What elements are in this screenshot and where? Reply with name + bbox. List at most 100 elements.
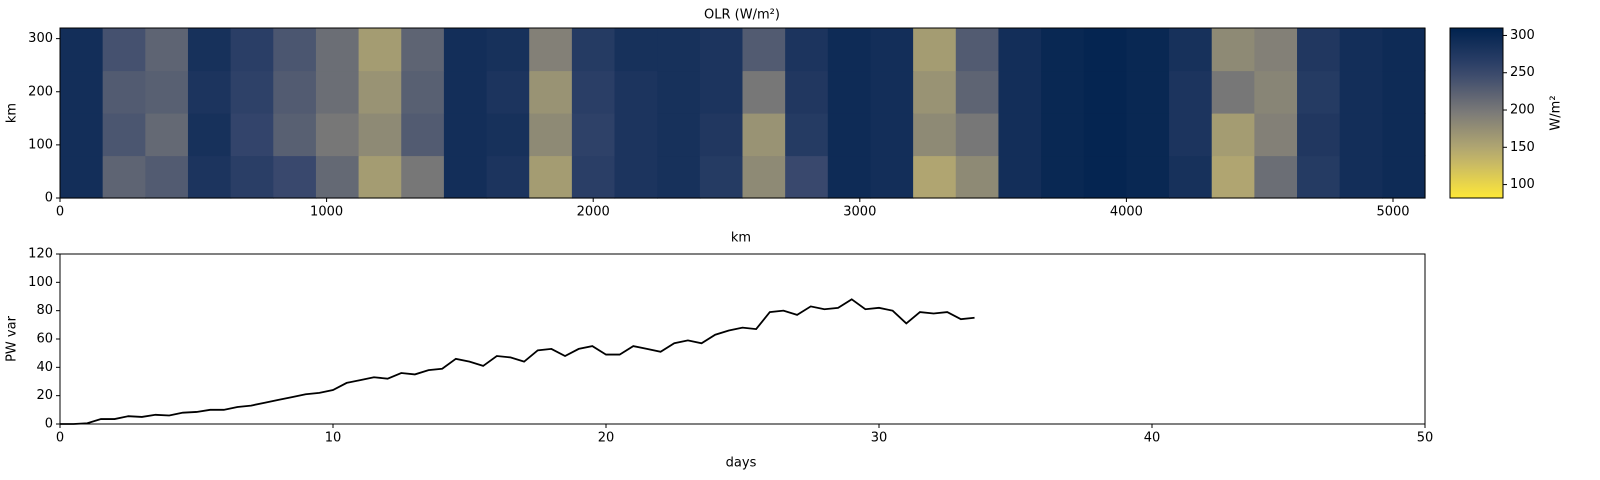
y-tick-label: 100 [28, 137, 53, 152]
chart-title: OLR (W/m²) [704, 8, 780, 23]
heatmap-cell [657, 155, 701, 199]
colorbar-tick-label: 150 [1510, 140, 1535, 155]
heatmap-cell [145, 28, 189, 72]
heatmap-cell [1211, 113, 1255, 157]
colorbar-tick-label: 200 [1510, 103, 1535, 118]
heatmap-cell [187, 28, 232, 72]
heatmap-cell [230, 70, 274, 114]
heatmap-cell [785, 28, 829, 72]
y-tick-label: 20 [36, 388, 53, 403]
x-tick-label: 0 [56, 205, 64, 220]
heatmap-cell [1339, 155, 1383, 199]
colorbar-tick-label: 250 [1510, 65, 1535, 80]
heatmap-cell [955, 155, 1000, 199]
heatmap-cell [870, 155, 914, 199]
heatmap-cell [1169, 113, 1213, 157]
heatmap-cell [1083, 70, 1128, 114]
heatmap-cell [102, 155, 146, 199]
heatmap-cell [870, 70, 914, 114]
heatmap-cell [529, 70, 573, 114]
y-tick-label: 0 [45, 417, 53, 432]
heatmap-cell [742, 70, 786, 114]
heatmap-cell [315, 70, 360, 114]
heatmap-cell [1211, 70, 1255, 114]
heatmap-cell [529, 113, 573, 157]
heatmap-cell [1169, 28, 1213, 72]
y-tick-label: 80 [36, 303, 53, 318]
heatmap-cell [443, 70, 488, 114]
heatmap-cell [870, 28, 914, 72]
heatmap-cell [187, 70, 232, 114]
heatmap-cell [187, 113, 232, 157]
heatmap-cell [1339, 70, 1383, 114]
heatmap-cell [657, 70, 701, 114]
heatmap-cell [827, 70, 872, 114]
heatmap-cell [1382, 70, 1426, 114]
heatmap-cell [571, 155, 616, 199]
heatmap-cell [1339, 113, 1383, 157]
heatmap-cell [273, 113, 317, 157]
y-tick-label: 40 [36, 360, 53, 375]
x-tick-label: 4000 [1110, 205, 1143, 220]
y-tick-label: 100 [28, 275, 53, 290]
heatmap-cell [699, 28, 744, 72]
heatmap-cell [998, 28, 1042, 72]
heatmap-cell [60, 155, 104, 199]
heatmap-cell [614, 70, 658, 114]
axes-frame [59, 27, 1426, 199]
heatmap-cell [529, 155, 573, 199]
heatmap-cell [699, 113, 744, 157]
heatmap-cell [998, 70, 1042, 114]
heatmap-cell [827, 28, 872, 72]
heatmap-cell [230, 155, 274, 199]
heatmap-cell [785, 113, 829, 157]
heatmap-cell [401, 70, 445, 114]
heatmap-cell [145, 155, 189, 199]
heatmap-cell [486, 113, 530, 157]
y-tick-label: 300 [28, 31, 53, 46]
heatmap-cell [358, 70, 402, 114]
heatmap-cell [273, 70, 317, 114]
x-axis-label: km [731, 231, 751, 246]
line-series [60, 298, 975, 425]
y-axis-label: km [5, 103, 20, 123]
heatmap-cell [1126, 70, 1170, 114]
heatmap-cell [1254, 155, 1298, 199]
colorbar-tick-label: 100 [1510, 177, 1535, 192]
x-tick-label: 20 [598, 431, 615, 446]
heatmap-cell [1297, 28, 1341, 72]
heatmap-cell [273, 155, 317, 199]
heatmap-cell [401, 113, 445, 157]
x-tick-label: 1000 [310, 205, 343, 220]
heatmap-cell [955, 70, 1000, 114]
x-tick-label: 3000 [843, 205, 876, 220]
y-tick-label: 0 [45, 191, 53, 206]
x-tick-label: 0 [56, 431, 64, 446]
heatmap-cell [742, 155, 786, 199]
heatmap-cell [1211, 155, 1255, 199]
heatmap-cell [785, 155, 829, 199]
heatmap-cell [1169, 155, 1213, 199]
heatmap-cell [1083, 28, 1128, 72]
heatmap-cell [230, 28, 274, 72]
heatmap-cell [60, 70, 104, 114]
heatmap-cell [699, 155, 744, 199]
heatmap-cell [443, 28, 488, 72]
heatmap-cell [571, 70, 616, 114]
heatmap-cell [785, 70, 829, 114]
heatmap-cell [1083, 113, 1128, 157]
heatmap-cell [1041, 113, 1085, 157]
heatmap-cell [1169, 70, 1213, 114]
heatmap-cell [955, 28, 1000, 72]
heatmap-cell [145, 70, 189, 114]
heatmap-cell [486, 28, 530, 72]
heatmap-cell [1382, 28, 1426, 72]
heatmap-cell [1126, 155, 1170, 199]
heatmap-cell [955, 113, 1000, 157]
y-tick-label: 200 [28, 84, 53, 99]
heatmap-cell [742, 113, 786, 157]
heatmap-cell [486, 70, 530, 114]
heatmap-cell [1041, 155, 1085, 199]
heatmap-cell [657, 113, 701, 157]
